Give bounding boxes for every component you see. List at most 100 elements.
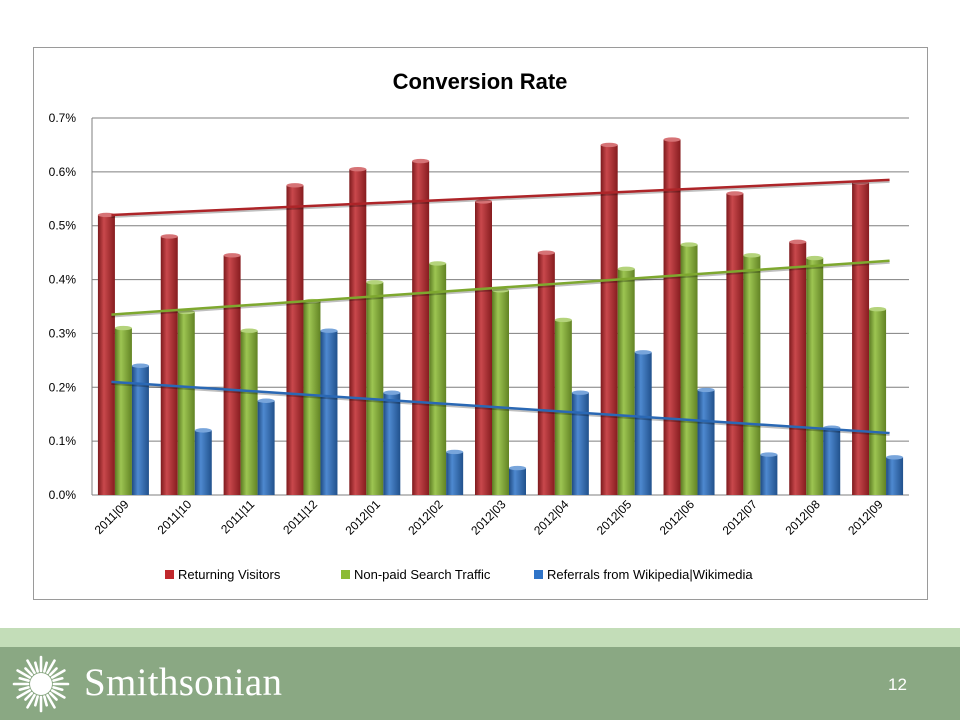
bar-returning-visitors xyxy=(97,214,115,495)
sun-ray xyxy=(26,693,36,709)
bar-top xyxy=(429,261,447,266)
bar-top xyxy=(663,137,681,142)
sun-ray xyxy=(18,677,30,682)
sun-ray xyxy=(52,686,64,691)
bar-top xyxy=(114,325,132,331)
conversion-rate-chart: Conversion Rate 0.0% 0.1% 0.2% 0.3% 0.4% 0.5%… xyxy=(49,69,909,582)
bar-referrals-wikipedia xyxy=(446,451,464,495)
bar-referrals-wikipedia xyxy=(697,389,715,495)
legend-swatch xyxy=(534,570,543,579)
bar-referrals-wikipedia xyxy=(509,468,526,495)
bar-top xyxy=(383,390,401,395)
bar-top xyxy=(697,387,715,393)
bar-top xyxy=(97,212,115,218)
y-axis-tick-labels: 0.0% 0.1% 0.2% 0.3% 0.4% 0.5% 0.6% 0.7% xyxy=(49,111,77,502)
bars xyxy=(97,137,904,496)
sun-ray xyxy=(50,689,66,699)
bar-non-paid-search xyxy=(869,309,887,495)
bar-referrals-wikipedia xyxy=(194,430,212,495)
y-tick-label: 0.4% xyxy=(49,273,77,287)
bar-top xyxy=(680,242,698,247)
bar-non-paid-search xyxy=(114,328,132,495)
bar-returning-visitors xyxy=(412,161,430,495)
x-tick-label: 2011|12 xyxy=(280,497,320,537)
y-tick-label: 0.3% xyxy=(49,326,77,340)
bar-referrals-wikipedia xyxy=(320,330,338,495)
legend-label: Returning Visitors xyxy=(178,567,281,582)
sun-ray xyxy=(24,691,34,701)
x-tick-label: 2012|03 xyxy=(468,497,509,538)
bar-referrals-wikipedia xyxy=(257,400,275,495)
bar-top xyxy=(617,266,635,271)
bar-top xyxy=(634,350,652,355)
bar-non-paid-search xyxy=(366,282,384,495)
sun-ray xyxy=(34,695,39,707)
bar-top xyxy=(223,253,241,258)
y-tick-label: 0.6% xyxy=(49,165,77,179)
x-tick-label: 2011|09 xyxy=(92,497,132,537)
sun-ray xyxy=(18,686,30,691)
bar-top xyxy=(412,158,430,164)
footer-band xyxy=(0,647,960,720)
sun-ray xyxy=(50,669,66,679)
y-tick-label: 0.1% xyxy=(49,434,77,448)
bar-top xyxy=(257,398,275,403)
bar-top xyxy=(366,280,384,285)
bar-top xyxy=(349,166,367,172)
legend-swatch xyxy=(341,570,350,579)
chart-title: Conversion Rate xyxy=(393,69,568,94)
bar-non-paid-search xyxy=(240,330,258,495)
bar-top xyxy=(789,239,807,245)
bar-top xyxy=(194,428,212,433)
bar-referrals-wikipedia xyxy=(383,392,401,495)
y-tick-label: 0.0% xyxy=(49,488,77,502)
bar-referrals-wikipedia xyxy=(760,454,778,495)
trend-line-shadow xyxy=(111,382,890,437)
bar-top xyxy=(320,328,338,333)
sun-ray xyxy=(34,661,39,673)
bar-top xyxy=(743,253,761,258)
x-tick-label: 2012|01 xyxy=(343,497,384,538)
smithsonian-sun-logo-icon xyxy=(12,655,70,713)
y-tick-label: 0.5% xyxy=(49,219,77,233)
trend-line-shadow xyxy=(111,261,890,318)
chart-frame: Conversion Rate 0.0% 0.1% 0.2% 0.3% 0.4% 0.5%… xyxy=(33,47,928,600)
x-tick-label: 2012|04 xyxy=(531,497,572,538)
bar-top xyxy=(492,288,509,293)
bar-non-paid-search xyxy=(743,255,761,495)
bar-top xyxy=(131,363,149,368)
y-tick-label: 0.7% xyxy=(49,111,77,125)
y-tick-label: 0.2% xyxy=(49,380,77,394)
bar-top xyxy=(446,449,464,455)
page-number: 12 xyxy=(888,675,907,694)
bar-non-paid-search xyxy=(680,244,698,495)
bar-top xyxy=(886,455,904,460)
sun-ray xyxy=(16,669,32,679)
x-tick-label: 2012|09 xyxy=(845,497,886,538)
bar-top xyxy=(160,234,178,239)
bar-top xyxy=(286,183,304,188)
x-axis-tick-labels: 2011|09 2011|10 2011|11 2011|12 2012|01 2012|… xyxy=(92,497,886,538)
x-tick-label: 2012|02 xyxy=(405,497,446,538)
trend-line-referrals-wikipedia xyxy=(111,380,890,435)
bar-returning-visitors xyxy=(789,241,807,495)
bar-referrals-wikipedia xyxy=(823,427,841,495)
bar-top xyxy=(726,191,744,196)
bar-top xyxy=(537,250,555,255)
sun-ray xyxy=(43,661,48,673)
sun-ray xyxy=(48,691,58,701)
legend-label: Non-paid Search Traffic xyxy=(354,567,491,582)
trend-line-shadow xyxy=(111,180,890,218)
sun-ray xyxy=(52,677,64,682)
bar-returning-visitors xyxy=(286,185,304,496)
bar-returning-visitors xyxy=(600,144,618,495)
legend-swatch xyxy=(165,570,174,579)
bar-non-paid-search xyxy=(492,290,509,495)
bar-returning-visitors xyxy=(223,255,241,495)
x-tick-label: 2012|05 xyxy=(594,497,635,538)
sun-ray xyxy=(16,689,32,699)
bar-returning-visitors xyxy=(160,236,178,495)
bar-top xyxy=(869,306,887,312)
bar-returning-visitors xyxy=(475,201,492,495)
sun-ray xyxy=(24,667,34,677)
